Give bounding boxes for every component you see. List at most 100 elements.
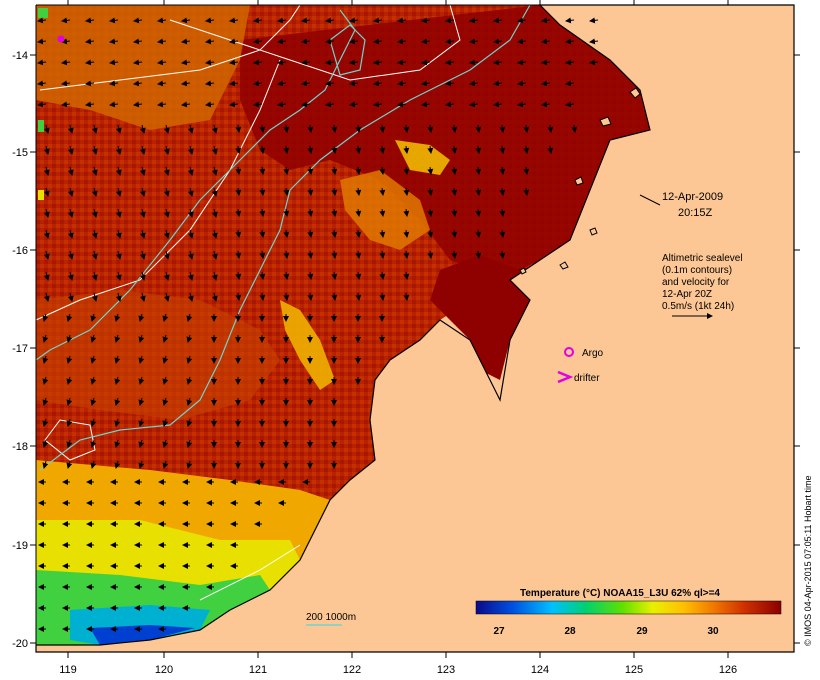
velocity-arrow (235, 187, 242, 196)
velocity-arrow (283, 229, 290, 238)
velocity-arrow (42, 334, 49, 343)
velocity-arrow (517, 80, 527, 87)
plume-2 (340, 170, 430, 250)
velocity-arrow (421, 59, 431, 66)
velocity-arrow (235, 208, 242, 217)
alt-line-4: 12-Apr 20Z (662, 289, 712, 300)
coastline (35, 4, 795, 653)
velocity-arrow (421, 101, 431, 108)
velocity-arrow (349, 38, 359, 45)
velocity-arrow (211, 145, 218, 155)
velocity-arrow (325, 80, 335, 87)
velocity-arrow (403, 187, 410, 196)
velocity-arrow (115, 250, 122, 260)
plume-1 (280, 300, 335, 390)
velocity-arrow (211, 292, 218, 302)
x-tick-label: 126 (719, 664, 737, 676)
velocity-arrow (499, 208, 506, 217)
x-tick-label: 122 (343, 664, 361, 676)
velocity-arrow (115, 292, 122, 302)
velocity-arrow (37, 80, 47, 87)
axis-ticks (35, 4, 795, 653)
velocity-arrow (541, 80, 551, 87)
velocity-arrow (163, 229, 170, 239)
velocity-arrow (403, 271, 410, 280)
velocity-arrow (475, 187, 482, 196)
velocity-arrow (403, 292, 410, 301)
velocity-arrow (523, 145, 530, 154)
argo-label: Argo (582, 348, 604, 359)
date-text: 12-Apr-2009 (662, 191, 723, 203)
velocity-arrow (139, 166, 146, 176)
gulf-inlet (430, 255, 530, 380)
x-axis: 119 120 121 122 123 124 125 126 (59, 0, 737, 676)
velocity-arrow (403, 229, 410, 238)
velocity-arrow (163, 166, 170, 176)
velocity-arrow (427, 166, 434, 175)
velocity-arrow (66, 313, 73, 322)
velocity-arrow (43, 229, 50, 239)
velocity-arrow (85, 101, 95, 108)
velocity-arrow (162, 355, 169, 364)
velocity-arrow (109, 101, 119, 108)
velocity-arrow (43, 145, 50, 155)
velocity-arrow (565, 38, 575, 45)
velocity-arrow (90, 334, 97, 343)
velocity-arrow (349, 59, 359, 66)
velocity-arrow (114, 439, 121, 448)
y-tick-label: -18 (12, 441, 28, 453)
velocity-arrow (186, 418, 193, 427)
velocity-arrow (259, 250, 266, 259)
altimetry-annotation: Altimetric sealevel (0.1m contours) and … (662, 253, 743, 319)
velocity-arrow (187, 271, 194, 281)
velocity-arrow (43, 187, 50, 197)
velocity-arrow (355, 292, 362, 301)
velocity-arrow (67, 292, 74, 302)
velocity-arrow (181, 59, 191, 66)
velocity-arrow (139, 292, 146, 302)
velocity-arrow (114, 376, 121, 385)
velocity-arrow (259, 229, 266, 238)
velocity-arrow (283, 124, 290, 133)
velocity-arrow (307, 145, 314, 154)
velocity-arrow (475, 250, 482, 259)
velocity-arrow (499, 145, 506, 154)
velocity-arrow (157, 17, 167, 24)
x-tick-label: 121 (249, 664, 267, 676)
velocity-arrow (109, 38, 119, 45)
velocity-arrows (37, 17, 599, 632)
legend-colorbar (475, 600, 782, 615)
velocity-arrow (187, 145, 194, 155)
velocity-arrow (85, 38, 95, 45)
velocity-arrow (85, 17, 95, 24)
velocity-arrow (565, 17, 575, 24)
velocity-arrow (517, 59, 527, 66)
velocity-arrow (301, 38, 311, 45)
velocity-arrow (547, 124, 554, 133)
velocity-arrow (85, 80, 95, 87)
velocity-arrow (277, 38, 287, 45)
velocity-arrow (211, 208, 218, 218)
velocity-arrow (259, 124, 266, 133)
velocity-arrow (373, 38, 383, 45)
velocity-arrow (235, 250, 242, 259)
velocity-arrow (187, 250, 194, 260)
velocity-arrow (43, 166, 50, 176)
velocity-arrow (90, 439, 97, 448)
velocity-arrow (277, 101, 287, 108)
velocity-arrow (163, 124, 170, 134)
velocity-arrow (162, 334, 169, 343)
velocity-arrow (115, 229, 122, 239)
velocity-arrow (115, 208, 122, 218)
velocity-arrow (66, 376, 73, 385)
velocity-arrow (205, 17, 215, 24)
velocity-arrow (229, 17, 239, 24)
velocity-arrow (115, 166, 122, 176)
velocity-arrow (186, 376, 193, 385)
velocity-arrow (451, 124, 458, 133)
velocity-arrow (205, 80, 215, 87)
velocity-arrow (253, 38, 263, 45)
velocity-arrow (61, 38, 71, 45)
velocity-arrow (181, 101, 191, 108)
velocity-arrow (403, 166, 410, 175)
